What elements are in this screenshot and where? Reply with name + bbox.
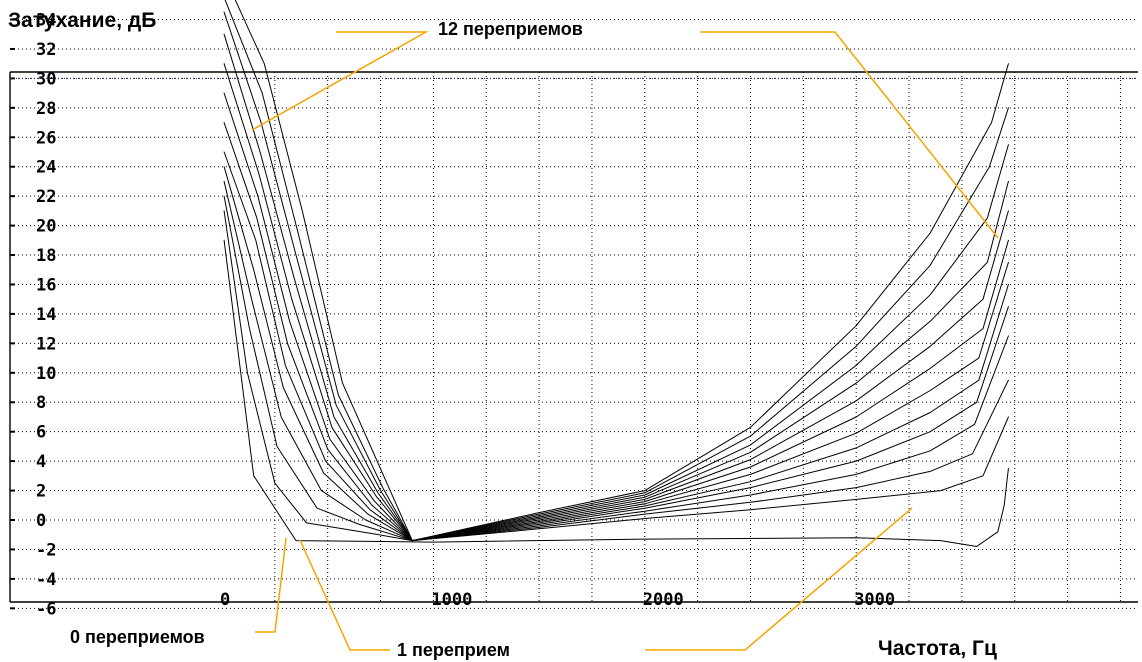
y-tick-label: 26 (36, 128, 56, 148)
annotation-twelve-text: 12 переприемов (438, 19, 583, 39)
y-axis-title: Затухание, дБ (8, 9, 156, 32)
y-tick-label: 28 (36, 99, 56, 119)
y-tick-label: 14 (36, 305, 56, 325)
y-tick-label: 36 (36, 0, 56, 1)
annotation-one-text: 1 переприем (397, 640, 510, 660)
series-line-2 (223, 195, 1009, 542)
y-tick-label: -6 (36, 599, 56, 619)
x-tick-label: 1000 (431, 590, 472, 610)
series-line-4 (223, 166, 1009, 542)
x-tick-label: 2000 (643, 590, 684, 610)
grid (10, 19, 1138, 609)
y-tick-label: 0 (36, 511, 46, 531)
callout-twelve-right (700, 31, 999, 239)
y-tick-label: 10 (36, 364, 56, 384)
y-tick-label: 32 (36, 40, 56, 60)
x-tick-label: 3000 (854, 590, 895, 610)
x-axis-title: Частота, Гц (878, 637, 997, 660)
y-tick-label: 2 (36, 482, 46, 502)
plot-frame (9, 18, 1138, 610)
series-line-12 (234, 0, 1009, 542)
series-line-9 (223, 33, 1009, 542)
y-tick-label: 6 (36, 423, 46, 443)
y-tick-label: 8 (36, 393, 46, 413)
y-tick-label: 30 (36, 69, 56, 89)
callout-zero (255, 537, 287, 633)
series-line-7 (223, 92, 1009, 542)
series-line-5 (223, 151, 1009, 542)
series-line-10 (223, 11, 1009, 542)
x-tick-labels: 0 1000 2000 3000 (220, 590, 895, 610)
y-tick-labels: 363432302826242220181614121086420-2-4-6 (36, 0, 56, 619)
callout-twelve-left (251, 31, 429, 131)
series-line-11 (224, 0, 1009, 542)
callout-one-right (645, 507, 913, 651)
series-group (223, 0, 1009, 547)
series-line-1 (223, 210, 1009, 542)
callout-lines (251, 31, 999, 651)
x-tick-label: 0 (220, 590, 230, 610)
y-tick-label: 20 (36, 217, 56, 237)
callout-one (299, 539, 390, 651)
series-line-0 (223, 239, 1009, 547)
y-tick-label: 18 (36, 246, 56, 266)
y-tick-label: 24 (36, 158, 56, 178)
y-tick-label: -2 (36, 540, 56, 560)
series-line-6 (223, 122, 1009, 542)
y-tick-label: -4 (36, 570, 56, 590)
y-tick-label: 12 (36, 334, 56, 354)
y-tick-label: 34 (36, 11, 56, 31)
y-tick-label: 4 (36, 452, 46, 472)
y-tick-label: 22 (36, 187, 56, 207)
series-line-3 (223, 180, 1009, 542)
y-tick-label: 16 (36, 275, 56, 295)
annotation-zero-text: 0 переприемов (70, 627, 205, 647)
series-line-8 (223, 63, 1009, 542)
